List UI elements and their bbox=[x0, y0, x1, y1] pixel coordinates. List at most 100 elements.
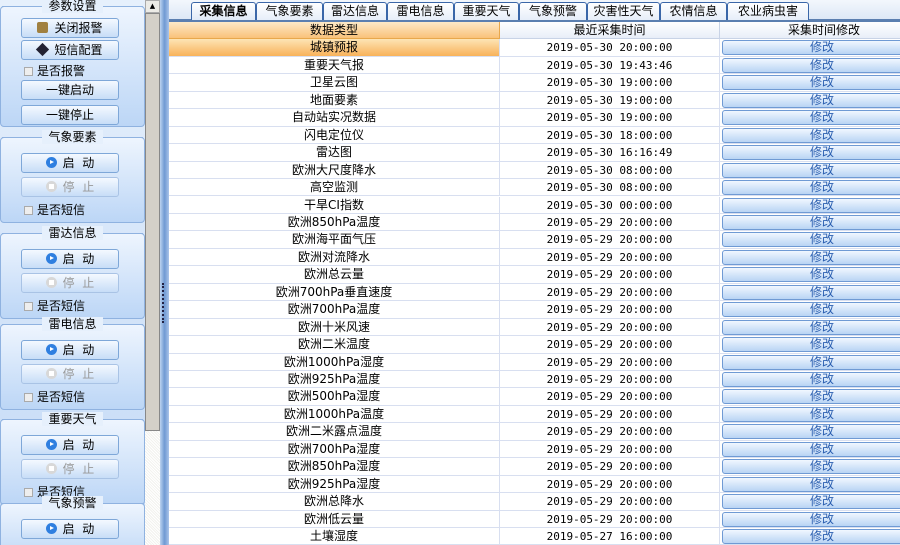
table-row[interactable]: 欧洲低云量 2019-05-29 20:00:00 修改 bbox=[169, 510, 900, 529]
start-button[interactable]: 启 动 bbox=[21, 340, 119, 360]
table-row[interactable]: 欧洲1000hPa湿度 2019-05-29 20:00:00 修改 bbox=[169, 353, 900, 371]
column-header-type[interactable]: 数据类型 bbox=[169, 22, 500, 40]
tab-1[interactable]: 气象要素 bbox=[256, 2, 323, 20]
tab-8[interactable]: 农业病虫害 bbox=[727, 2, 809, 20]
column-header-time[interactable]: 最近采集时间 bbox=[500, 22, 720, 40]
scrollbar-thumb[interactable] bbox=[145, 13, 160, 431]
sms-checkbox[interactable]: 是否短信 bbox=[24, 390, 85, 404]
checkbox-box[interactable] bbox=[24, 302, 33, 311]
checkbox-box[interactable] bbox=[24, 488, 33, 497]
modify-button[interactable]: 修改 bbox=[722, 162, 900, 178]
modify-button[interactable]: 修改 bbox=[722, 302, 900, 318]
column-header-modify[interactable]: 采集时间修改 bbox=[720, 22, 900, 40]
modify-button[interactable]: 修改 bbox=[722, 127, 900, 143]
start-button[interactable]: 启 动 bbox=[21, 249, 119, 269]
modify-button[interactable]: 修改 bbox=[722, 476, 900, 492]
table-row[interactable]: 欧洲925hPa湿度 2019-05-29 20:00:00 修改 bbox=[169, 475, 900, 494]
table-row[interactable]: 欧洲海平面气压 2019-05-29 20:00:00 修改 bbox=[169, 231, 900, 249]
table-row[interactable]: 高空监测 2019-05-30 08:00:00 修改 bbox=[169, 179, 900, 197]
table-row[interactable]: 欧洲700hPa温度 2019-05-29 20:00:00 修改 bbox=[169, 301, 900, 319]
checkbox-box[interactable] bbox=[24, 206, 33, 215]
modify-button[interactable]: 修改 bbox=[722, 232, 900, 248]
stop-button[interactable]: 停 止 bbox=[21, 459, 119, 479]
table-row[interactable]: 重要天气报 2019-05-30 19:43:46 修改 bbox=[169, 56, 900, 75]
table-row[interactable]: 欧洲700hPa垂直速度 2019-05-29 20:00:00 修改 bbox=[169, 283, 900, 302]
table-row[interactable]: 雷达图 2019-05-30 16:16:49 修改 bbox=[169, 144, 900, 162]
table-row[interactable]: 欧洲850hPa湿度 2019-05-29 20:00:00 修改 bbox=[169, 458, 900, 476]
tab-7[interactable]: 农情信息 bbox=[660, 2, 727, 20]
modify-button[interactable]: 修改 bbox=[722, 354, 900, 370]
play-icon bbox=[45, 344, 57, 355]
modify-button[interactable]: 修改 bbox=[722, 389, 900, 405]
stop-all-button[interactable]: 一键停止 bbox=[21, 105, 119, 125]
sidebar-scrollbar[interactable]: ▲ bbox=[145, 0, 160, 545]
modify-button[interactable]: 修改 bbox=[722, 441, 900, 457]
stop-button[interactable]: 停 止 bbox=[21, 273, 119, 293]
scroll-up-arrow-icon[interactable]: ▲ bbox=[145, 0, 160, 13]
modify-button[interactable]: 修改 bbox=[722, 406, 900, 422]
modify-button[interactable]: 修改 bbox=[722, 372, 900, 387]
table-row[interactable]: 欧洲大尺度降水 2019-05-30 08:00:00 修改 bbox=[169, 161, 900, 180]
sms-config-button[interactable]: 短信配置 bbox=[21, 40, 119, 60]
tab-0[interactable]: 采集信息 bbox=[191, 2, 256, 20]
stop-button[interactable]: 停 止 bbox=[21, 177, 119, 197]
modify-button[interactable]: 修改 bbox=[722, 214, 900, 230]
stop-button[interactable]: 停 止 bbox=[21, 364, 119, 384]
table-row[interactable]: 地面要素 2019-05-30 19:00:00 修改 bbox=[169, 91, 900, 110]
table-row[interactable]: 自动站实况数据 2019-05-30 19:00:00 修改 bbox=[169, 109, 900, 127]
modify-button[interactable]: 修改 bbox=[722, 459, 900, 475]
sms-checkbox[interactable]: 是否短信 bbox=[24, 485, 85, 499]
modify-button[interactable]: 修改 bbox=[722, 40, 900, 56]
group-title: 重要天气 bbox=[0, 412, 145, 426]
tab-4[interactable]: 重要天气 bbox=[454, 2, 519, 20]
start-all-button[interactable]: 一键启动 bbox=[21, 80, 119, 100]
checkbox-box[interactable] bbox=[24, 67, 33, 76]
table-row[interactable]: 欧洲对流降水 2019-05-29 20:00:00 修改 bbox=[169, 248, 900, 267]
modify-button[interactable]: 修改 bbox=[722, 197, 900, 213]
start-button[interactable]: 启 动 bbox=[21, 435, 119, 455]
modify-button[interactable]: 修改 bbox=[722, 494, 900, 510]
modify-button[interactable]: 修改 bbox=[722, 424, 900, 440]
modify-button[interactable]: 修改 bbox=[722, 57, 900, 73]
table-row[interactable]: 欧洲500hPa湿度 2019-05-29 20:00:00 修改 bbox=[169, 388, 900, 406]
modify-button[interactable]: 修改 bbox=[722, 145, 900, 161]
table-row[interactable]: 干旱CI指数 2019-05-30 00:00:00 修改 bbox=[169, 196, 900, 214]
sms-checkbox[interactable]: 是否短信 bbox=[24, 299, 85, 313]
table-row[interactable]: 欧洲二米露点温度 2019-05-29 20:00:00 修改 bbox=[169, 423, 900, 441]
modify-button[interactable]: 修改 bbox=[722, 249, 900, 265]
tab-5[interactable]: 气象预警 bbox=[519, 2, 587, 20]
table-row[interactable]: 城镇预报 2019-05-30 20:00:00 修改 bbox=[169, 39, 900, 57]
cell-modify: 修改 bbox=[720, 493, 900, 511]
table-row[interactable]: 欧洲十米风速 2019-05-29 20:00:00 修改 bbox=[169, 318, 900, 337]
table-row[interactable]: 欧洲700hPa湿度 2019-05-29 20:00:00 修改 bbox=[169, 440, 900, 459]
tab-6[interactable]: 灾害性天气 bbox=[587, 2, 660, 20]
checkbox-box[interactable] bbox=[24, 393, 33, 402]
table-row[interactable]: 闪电定位仪 2019-05-30 18:00:00 修改 bbox=[169, 126, 900, 145]
modify-button[interactable]: 修改 bbox=[722, 110, 900, 126]
modify-button[interactable]: 修改 bbox=[722, 75, 900, 91]
table-row[interactable]: 卫星云图 2019-05-30 19:00:00 修改 bbox=[169, 74, 900, 92]
sms-checkbox[interactable]: 是否短信 bbox=[24, 203, 85, 217]
start-button[interactable]: 启 动 bbox=[21, 153, 119, 173]
table-row[interactable]: 欧洲1000hPa温度 2019-05-29 20:00:00 修改 bbox=[169, 405, 900, 424]
table-row[interactable]: 欧洲925hPa温度 2019-05-29 20:00:00 修改 bbox=[169, 371, 900, 389]
close-alarm-button[interactable]: 关闭报警 bbox=[21, 18, 119, 38]
tab-3[interactable]: 雷电信息 bbox=[387, 2, 454, 20]
modify-button[interactable]: 修改 bbox=[722, 267, 900, 283]
table-row[interactable]: 土壤湿度 2019-05-27 16:00:00 修改 bbox=[169, 528, 900, 545]
table-row[interactable]: 欧洲总降水 2019-05-29 20:00:00 修改 bbox=[169, 493, 900, 511]
table-row[interactable]: 欧洲850hPa温度 2019-05-29 20:00:00 修改 bbox=[169, 213, 900, 232]
alarm-checkbox[interactable]: 是否报警 bbox=[24, 64, 85, 78]
modify-button[interactable]: 修改 bbox=[722, 92, 900, 108]
modify-button[interactable]: 修改 bbox=[722, 529, 900, 545]
modify-button[interactable]: 修改 bbox=[722, 511, 900, 527]
table-row[interactable]: 欧洲总云量 2019-05-29 20:00:00 修改 bbox=[169, 266, 900, 284]
start-button[interactable]: 启 动 bbox=[21, 519, 119, 539]
modify-button[interactable]: 修改 bbox=[722, 337, 900, 353]
modify-button[interactable]: 修改 bbox=[722, 180, 900, 196]
splitter-handle[interactable] bbox=[160, 0, 169, 545]
modify-button[interactable]: 修改 bbox=[722, 284, 900, 300]
tab-2[interactable]: 雷达信息 bbox=[323, 2, 387, 20]
table-row[interactable]: 欧洲二米温度 2019-05-29 20:00:00 修改 bbox=[169, 336, 900, 354]
modify-button[interactable]: 修改 bbox=[722, 319, 900, 335]
